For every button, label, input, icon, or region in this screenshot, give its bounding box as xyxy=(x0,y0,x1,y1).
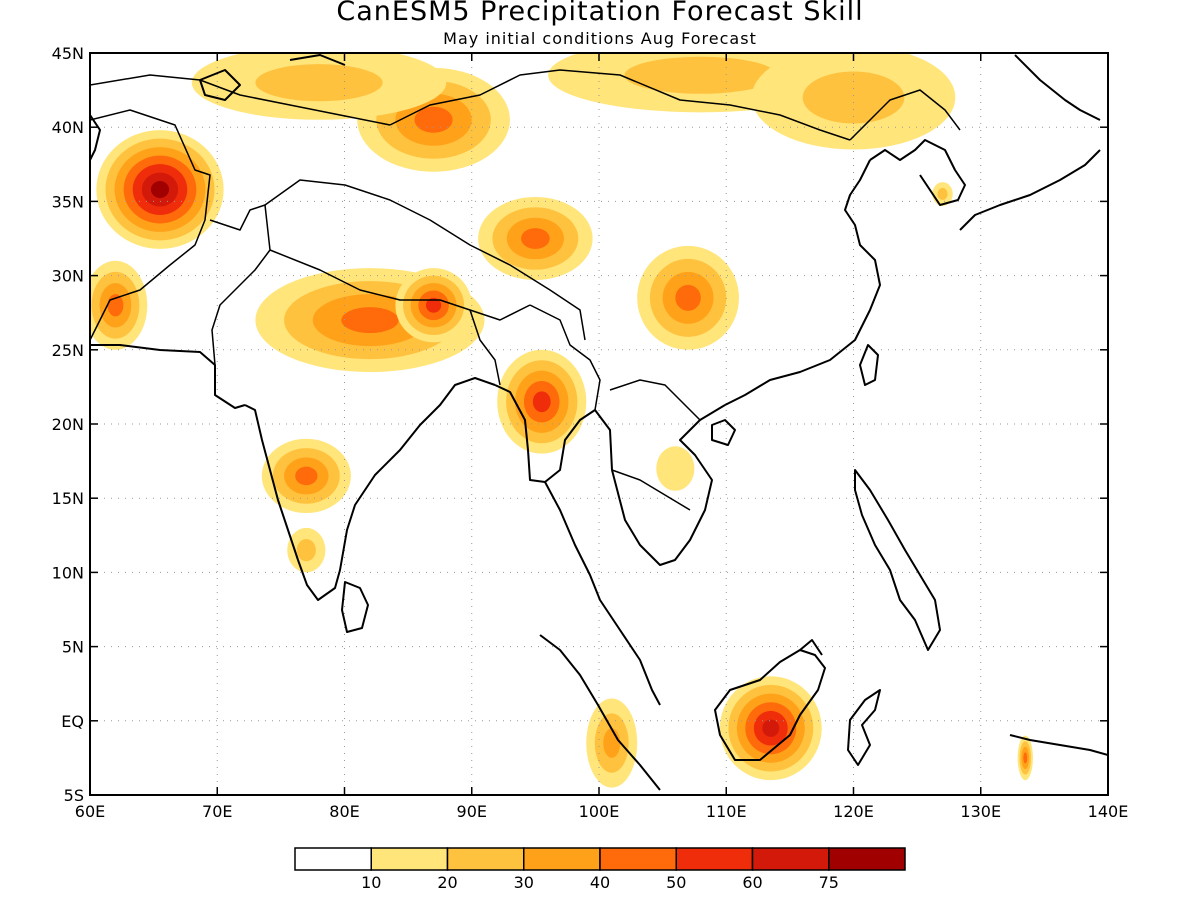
map-subtitle: May initial conditions Aug Forecast xyxy=(443,29,757,48)
coast-balkhash xyxy=(289,54,346,66)
coast-borneo xyxy=(714,649,826,761)
coast-arabia-iran xyxy=(90,344,246,409)
latitude-labels: 45N 40N 35N 30N 25N 20N 15N 10N 5N EQ 5S xyxy=(52,44,84,805)
lat-label: 45N xyxy=(52,44,84,63)
lon-label: 70E xyxy=(202,802,232,821)
border-india-pak xyxy=(209,204,271,366)
skill-patch-kerala xyxy=(296,539,316,562)
colorbar: 10 20 30 40 50 60 75 xyxy=(294,847,906,892)
skill-patch-sichuan xyxy=(675,284,701,311)
skill-patch-laos xyxy=(656,446,695,491)
coast-philippines xyxy=(854,469,941,651)
colorbar-label: 20 xyxy=(437,873,457,892)
coast-indochina xyxy=(594,404,726,566)
colorbar-swatch xyxy=(523,847,601,871)
coast-bohai-korea xyxy=(869,139,966,206)
lat-label: 5S xyxy=(64,786,84,805)
colorbar-label: 10 xyxy=(361,873,381,892)
border-myanmar-china xyxy=(529,304,601,411)
lat-label: 25N xyxy=(52,341,84,360)
colorbar-label: 75 xyxy=(819,873,839,892)
coast-india xyxy=(244,377,496,601)
coast-hainan xyxy=(711,419,736,446)
longitude-labels: 60E 70E 80E 90E 100E 110E 120E 130E 140E xyxy=(75,802,1129,821)
lon-label: 60E xyxy=(75,802,105,821)
lon-label: 90E xyxy=(457,802,487,821)
gridlines xyxy=(90,53,1108,795)
coast-malay-peninsula xyxy=(544,481,661,706)
colorbar-label: 40 xyxy=(590,873,610,892)
lon-label: 100E xyxy=(579,802,620,821)
coast-kalimantan-east xyxy=(799,639,823,656)
coast-sumatra xyxy=(539,634,661,791)
skill-patch-sumatra xyxy=(603,728,621,758)
lat-label: 35N xyxy=(52,192,84,211)
skill-patch-tibet-north xyxy=(414,106,453,133)
map-title: CanESM5 Precipitation Forecast Skill xyxy=(336,0,864,27)
lon-label: 110E xyxy=(706,802,747,821)
coast-siberia xyxy=(1014,54,1101,121)
coast-china xyxy=(724,159,881,406)
lat-label: 5N xyxy=(62,638,84,657)
coastlines xyxy=(90,54,1108,791)
coast-taiwan xyxy=(859,344,879,386)
coast-sulawesi xyxy=(847,689,881,766)
country-borders xyxy=(90,69,961,511)
border-central-asia xyxy=(90,74,391,126)
colorbar-swatch xyxy=(599,847,677,871)
skill-patch-tibet-central xyxy=(521,228,550,249)
lat-label: EQ xyxy=(61,712,84,731)
skill-patch-korea xyxy=(937,188,948,200)
lat-label: 40N xyxy=(52,118,84,137)
colorbar-label: 50 xyxy=(666,873,686,892)
lon-label: 80E xyxy=(329,802,359,821)
colorbar-swatch xyxy=(294,847,372,871)
lon-label: 140E xyxy=(1088,802,1129,821)
skill-patch-kazakh-north xyxy=(255,64,383,102)
border-laos-vietnam xyxy=(609,379,701,421)
coast-srilanka xyxy=(341,581,369,633)
lon-label: 130E xyxy=(960,802,1001,821)
border-himalaya xyxy=(269,249,531,321)
skill-patch-new-guinea xyxy=(1023,752,1028,764)
border-thai-camb xyxy=(611,469,691,511)
border-mongolia xyxy=(389,69,851,141)
coast-myanmar xyxy=(494,384,596,483)
colorbar-swatch xyxy=(751,847,830,871)
skill-patch-deccan xyxy=(295,466,318,486)
colorbar-swatch xyxy=(446,847,525,871)
skill-patch-mongolia xyxy=(624,56,778,94)
skill-patch-ganges xyxy=(341,307,399,334)
skill-patch-manchuria xyxy=(802,71,905,124)
coast-caspian xyxy=(90,114,101,161)
coast-newguinea xyxy=(1009,734,1108,756)
border-pak-afg xyxy=(90,109,211,341)
skill-patch-myanmar xyxy=(532,391,551,413)
border-bangladesh xyxy=(469,309,501,386)
colorbar-swatch xyxy=(828,847,906,871)
colorbar-swatch xyxy=(675,847,754,871)
colorbar-label: 60 xyxy=(742,873,762,892)
skill-patch-borneo xyxy=(762,719,780,737)
border-ne-china xyxy=(849,89,961,141)
lat-label: 30N xyxy=(52,267,84,286)
plot-frame xyxy=(89,52,1109,796)
colorbar-swatch xyxy=(370,847,449,871)
skill-patch-nepal xyxy=(425,297,442,313)
lon-label: 120E xyxy=(833,802,874,821)
lat-label: 10N xyxy=(52,563,84,582)
skill-shading xyxy=(90,53,1033,788)
lat-label: 20N xyxy=(52,415,84,434)
lat-label: 15N xyxy=(52,489,84,508)
skill-patch-afghanistan xyxy=(150,181,170,199)
colorbar-label: 30 xyxy=(514,873,534,892)
coast-japan xyxy=(959,149,1101,231)
border-china-west xyxy=(264,179,586,341)
